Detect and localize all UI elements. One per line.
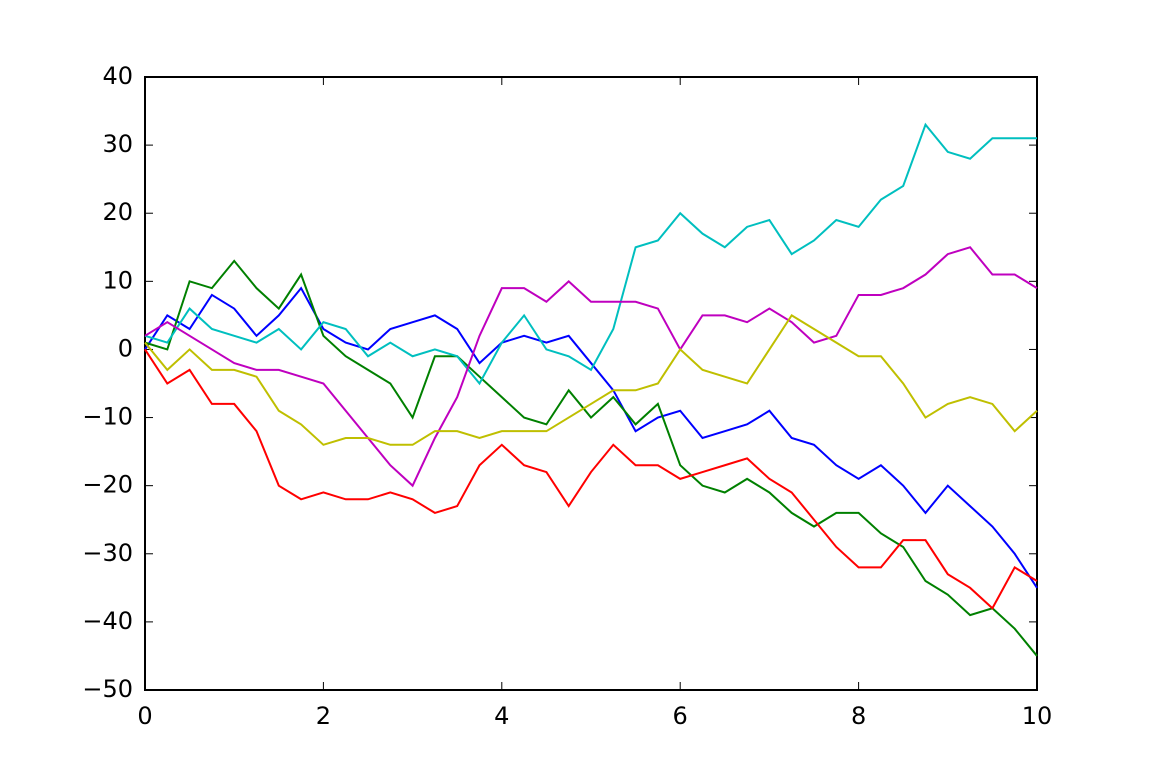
x-tick-label: 10 (1022, 702, 1053, 730)
y-tick-label: −40 (82, 607, 133, 635)
plot-frame (144, 76, 1038, 691)
line-series (144, 259, 1038, 657)
line-series (144, 286, 1038, 589)
x-tick-label: 2 (316, 702, 331, 730)
y-tick-label: 10 (102, 266, 133, 294)
x-tick-label: 8 (851, 702, 866, 730)
y-tick-label: 20 (102, 198, 133, 226)
x-tick-label: 0 (137, 702, 152, 730)
y-tick-label: −10 (82, 403, 133, 431)
y-tick-label: 40 (102, 62, 133, 90)
x-tick-label: 4 (494, 702, 509, 730)
y-tick-label: 30 (102, 130, 133, 158)
line-series (144, 348, 1038, 610)
line-series (144, 246, 1038, 488)
y-tick-label: 0 (118, 334, 133, 362)
line-series (144, 122, 1037, 386)
y-tick-label: −20 (82, 471, 133, 499)
y-tick-label: −50 (82, 675, 133, 703)
line-series (144, 314, 1038, 446)
x-tick-label: 6 (673, 702, 688, 730)
y-tick-label: −30 (82, 539, 133, 567)
